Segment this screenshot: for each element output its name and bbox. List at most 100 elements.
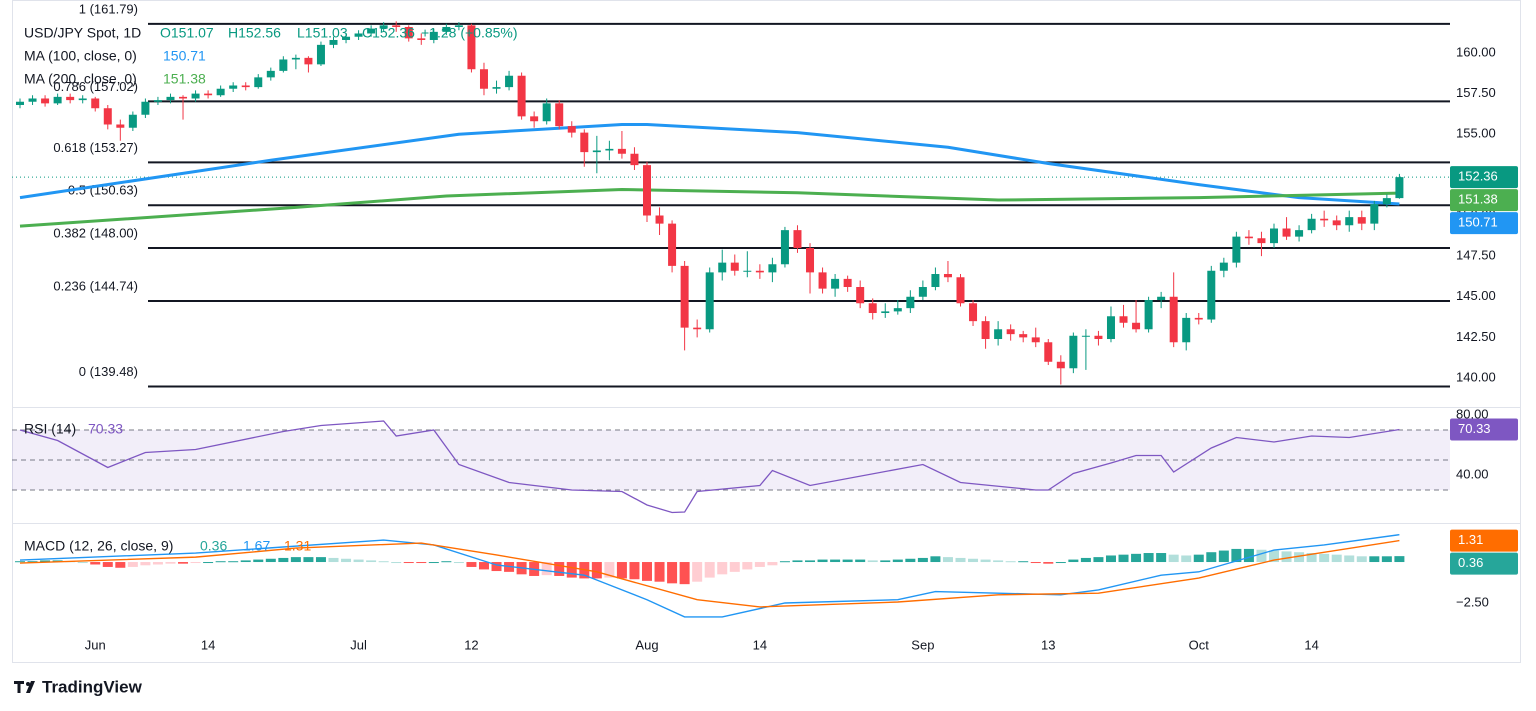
indicator-legend: MA (200, close, 0) [24,71,137,87]
candle-body [1182,317,1191,343]
macd-histogram-bar [805,560,816,563]
macd-histogram-bar [378,561,389,563]
candle-body [542,103,551,122]
macd-histogram-bar [353,559,364,563]
macd-histogram-bar [466,562,477,567]
candle-body [1232,236,1241,263]
fib-level-label: 0.236 (144.74) [53,278,138,293]
macd-histogram-bar [792,560,803,563]
candle-body [1119,316,1128,323]
fib-level-label: 0.786 (157.02) [53,79,138,94]
macd-histogram-bar [253,559,264,563]
tradingview-logo: TradingView [14,677,143,696]
indicator-value: 70.33 [88,421,123,437]
price-label-box [1450,418,1518,441]
macd-histogram-bar [240,560,251,563]
candle-body [1295,230,1304,237]
macd-histogram-bar [127,562,138,567]
candle-body [931,274,940,288]
macd-histogram-bar [855,559,866,563]
price-label-box [1450,189,1518,212]
macd-histogram-bar [215,561,226,563]
candle-body [768,264,777,273]
macd-histogram-bar [303,557,314,563]
macd-histogram-bar [1231,548,1242,563]
macd-histogram-bar [842,559,853,563]
candle-body [881,311,890,314]
candle-body [730,262,739,271]
candle-body [630,153,639,166]
candle-body [153,100,162,102]
macd-histogram-bar [1369,556,1380,563]
macd-histogram-bar [27,561,38,563]
candle-body [893,308,902,312]
candle-body [492,87,501,89]
candle-body [1320,218,1329,221]
candle-body [1307,218,1316,231]
candle-body [843,278,852,288]
candle-body [1382,198,1391,205]
candle-body [818,272,827,289]
candle-body [354,33,363,37]
macd-histogram-bar [980,559,991,563]
candle-body [1144,300,1153,330]
candle-body [969,303,978,322]
candle-body [505,75,514,88]
ohlc-legend: O151.07 [160,25,214,41]
candle-body [266,70,275,78]
macd-histogram-bar [993,560,1004,563]
candle-body [241,85,250,88]
macd-histogram-bar [290,557,301,563]
candle-body [1157,296,1166,301]
macd-histogram-bar [491,562,502,572]
candle-body [1094,335,1103,340]
macd-histogram-bar [1168,554,1179,563]
marks-layer [15,21,1405,618]
macd-histogram-bar [717,562,728,575]
candle-body [91,98,100,109]
candle-body [780,230,789,265]
y-tick-label: 142.50 [1456,329,1496,344]
candle-body [454,25,463,27]
candle-body [166,96,175,101]
macd-histogram-bar [441,561,452,563]
macd-histogram-bar [779,561,790,563]
macd-histogram-bar [742,562,753,570]
candle-body [831,278,840,289]
macd-histogram-bar [328,557,339,563]
candle-body [1194,317,1203,320]
macd-histogram-bar [453,562,464,564]
macd-histogram-bar [817,559,828,563]
candle-body [743,270,752,272]
macd-histogram-bar [1005,561,1016,563]
indicator-legend: RSI (14) [24,421,76,437]
candle-body [128,114,137,128]
macd-histogram-bar [704,562,715,578]
macd-histogram-bar [1281,551,1292,563]
candle-body [868,303,877,314]
candle-body [1081,335,1090,337]
price-label-box [1450,529,1518,552]
macd-histogram-bar [366,560,377,563]
candle-body [705,272,714,330]
price-label-box [1450,166,1518,189]
logo-mark [14,681,24,693]
macd-histogram-bar [90,562,101,565]
candle-body [680,265,689,328]
macd-histogram-bar [1206,552,1217,563]
macd-line [19,539,1400,608]
candle-body [1069,335,1078,369]
candle-body [229,85,238,89]
candle-body [718,262,727,273]
candle-body [1056,361,1065,369]
candle-body [316,44,325,65]
macd-histogram-bar [178,562,189,564]
candle-body [755,270,764,273]
candle-body [304,57,313,65]
candle-body [78,98,87,101]
rsi-line [19,420,1400,514]
macd-histogram-bar [554,562,565,576]
candle-body [204,93,213,96]
x-tick-label: Sep [911,637,934,652]
macd-histogram-bar [642,562,652,581]
